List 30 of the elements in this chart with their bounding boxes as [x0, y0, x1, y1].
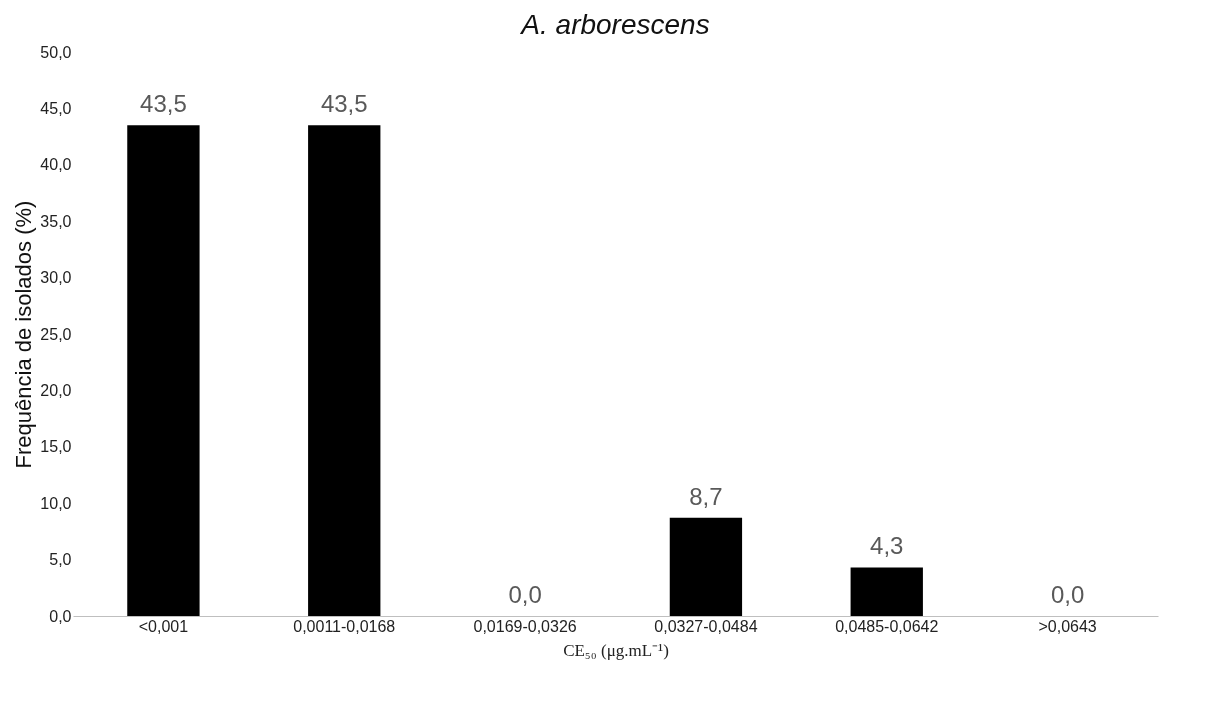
- y-tick-label: 40,0: [40, 156, 72, 174]
- bar: [308, 125, 381, 616]
- x-tick-label: 0,0011-0,0168: [293, 617, 396, 635]
- y-tick-label: 35,0: [40, 212, 72, 230]
- y-tick-label: 10,0: [40, 494, 72, 512]
- x-tick-label: <0,001: [138, 617, 189, 635]
- x-tick-label: 0,0327-0,0484: [654, 617, 758, 635]
- y-tick-label: 5,0: [49, 551, 72, 569]
- y-tick-label: 25,0: [40, 325, 72, 343]
- chart-title: A. arborescens: [519, 9, 710, 40]
- y-tick-label: 15,0: [40, 438, 72, 456]
- y-tick-label: 0,0: [49, 607, 72, 625]
- x-tick-label: 0,0169-0,0326: [473, 617, 577, 635]
- x-tick-label: >0,0643: [1038, 617, 1097, 635]
- y-tick-label: 45,0: [40, 99, 72, 117]
- data-label: 43,5: [320, 90, 368, 118]
- x-axis-title: CE₅₀ (μg.mL⁻¹): [563, 640, 669, 660]
- y-axis-title: Frequência de isolados (%): [11, 200, 37, 469]
- bar: [850, 567, 923, 616]
- data-label: 4,3: [870, 532, 904, 560]
- y-tick-label: 50,0: [40, 43, 72, 61]
- data-label: 0,0: [1050, 581, 1085, 608]
- bar: [127, 125, 200, 616]
- data-label: 43,5: [140, 90, 187, 118]
- data-label: 8,7: [689, 482, 723, 510]
- x-tick-label: 0,0485-0,0642: [835, 617, 939, 635]
- y-tick-label: 20,0: [40, 381, 72, 399]
- data-label: 0,0: [508, 581, 542, 608]
- bar: [669, 517, 743, 616]
- y-tick-label: 30,0: [40, 269, 72, 287]
